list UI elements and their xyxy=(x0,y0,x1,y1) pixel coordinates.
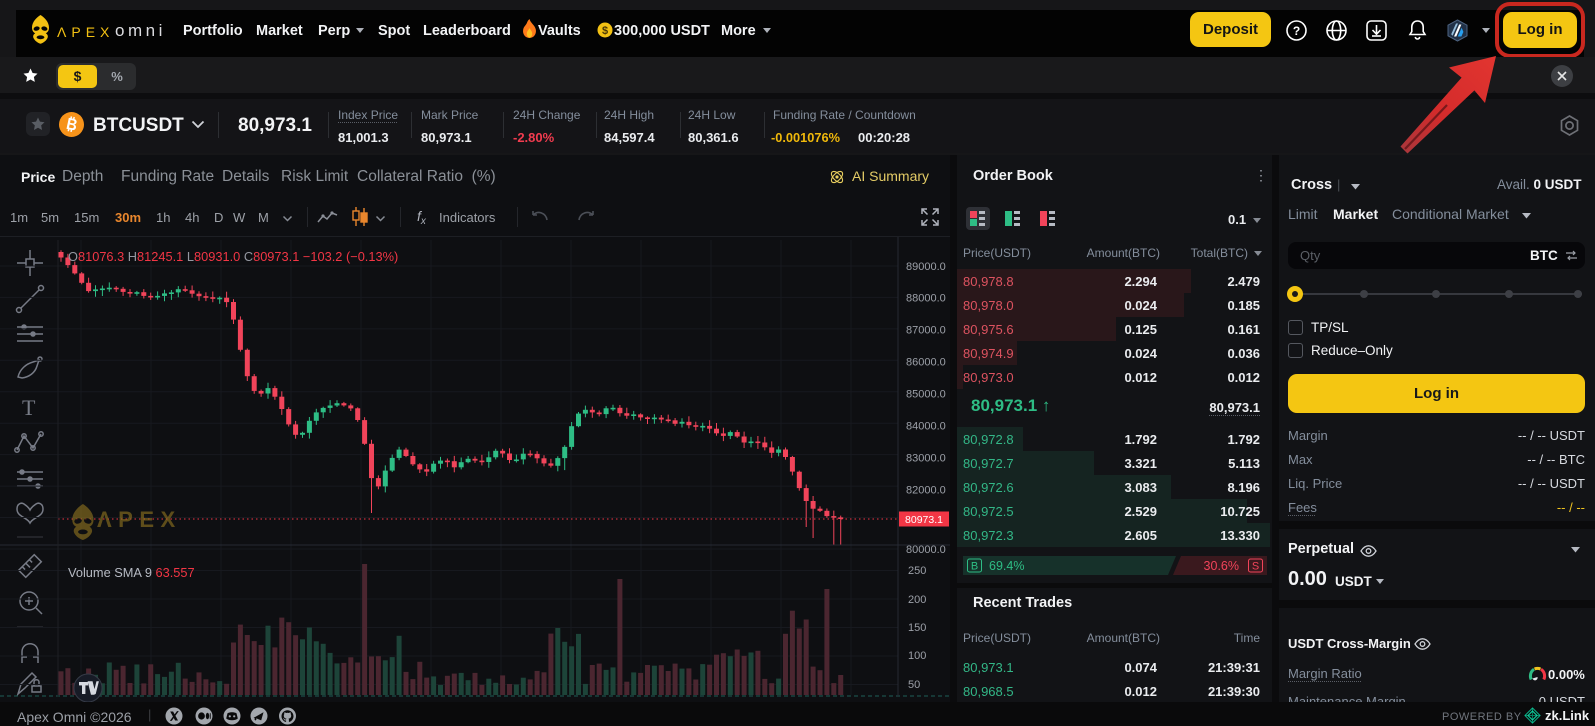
svg-text:50: 50 xyxy=(908,679,920,691)
svg-text:O81076.3 H81245.1 L80931.0: O81076.3 H81245.1 L80931.0 C80973.1 −103… xyxy=(68,249,398,264)
svg-text:82000.0: 82000.0 xyxy=(906,485,946,497)
svg-text:69.4%: 69.4% xyxy=(989,559,1024,573)
svg-text:87000.0: 87000.0 xyxy=(906,325,946,337)
svg-text:84000.0: 84000.0 xyxy=(906,421,946,433)
svg-text:ΛPEX: ΛPEX xyxy=(97,507,182,532)
svg-text:80000.0: 80000.0 xyxy=(906,544,946,556)
svg-text:80973.1: 80973.1 xyxy=(905,514,943,526)
svg-text:89000.0: 89000.0 xyxy=(906,261,946,273)
svg-text:T: T xyxy=(22,395,36,420)
svg-text:B: B xyxy=(971,561,978,573)
svg-text:S: S xyxy=(1252,561,1259,573)
svg-text:?: ? xyxy=(1293,24,1300,38)
svg-text:Volume SMA 9 63.557: Volume SMA 9 63.557 xyxy=(68,565,195,580)
svg-text:85000.0: 85000.0 xyxy=(906,389,946,401)
svg-text:150: 150 xyxy=(908,622,926,634)
svg-text:200: 200 xyxy=(908,594,926,606)
svg-text:88000.0: 88000.0 xyxy=(906,293,946,305)
svg-text:83000.0: 83000.0 xyxy=(906,453,946,465)
svg-text:30.6%: 30.6% xyxy=(1204,559,1239,573)
svg-text:250: 250 xyxy=(908,565,926,577)
svg-text:$: $ xyxy=(602,25,608,37)
svg-text:100: 100 xyxy=(908,650,926,662)
svg-text:86000.0: 86000.0 xyxy=(906,357,946,369)
